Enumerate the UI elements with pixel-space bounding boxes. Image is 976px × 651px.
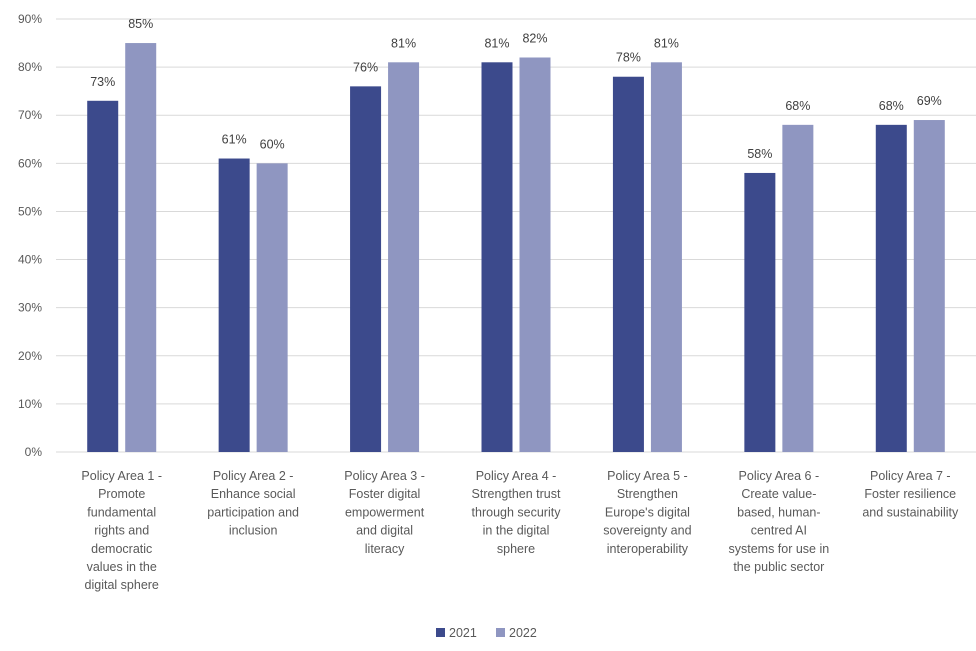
bar-2021-4 (481, 62, 513, 453)
category-label-line: Create value- (741, 487, 816, 501)
category-labels: Policy Area 1 - Promote fundamental rights … (81, 469, 959, 592)
data-label-2022-5: 81% (654, 36, 679, 50)
y-tick-label: 80% (18, 60, 42, 74)
bar-2021-6 (744, 172, 776, 452)
category-label-line: Promote (98, 487, 145, 501)
data-label-2022-2: 60% (260, 137, 285, 151)
y-tick-label: 90% (18, 12, 42, 26)
bar-2021-3 (350, 86, 382, 452)
category-label-5: Policy Area 5 - Strengthen Europe's digita… (603, 469, 691, 556)
category-label-line: empowerment (345, 505, 425, 519)
legend-label-2022: 2022 (509, 626, 537, 640)
legend-label-2021: 2021 (449, 626, 477, 640)
category-label-line: Foster digital (349, 487, 421, 501)
bars (87, 43, 945, 453)
category-label-line: Enhance social (211, 487, 296, 501)
legend-swatch-2021 (436, 628, 445, 637)
category-label-line: fundamental (87, 505, 156, 519)
legend-swatch-2022 (496, 628, 505, 637)
category-label-line: systems for use in (728, 542, 829, 556)
category-label-line: Policy Area 1 - (81, 469, 162, 483)
data-label-2022-4: 82% (522, 31, 547, 45)
category-label-line: in the digital (483, 524, 550, 538)
bar-2022-3 (388, 62, 420, 453)
category-label-line: democratic (91, 542, 152, 556)
category-label-line: sphere (497, 542, 535, 556)
category-label-line: Policy Area 7 - (870, 469, 951, 483)
bar-2022-6 (782, 124, 814, 452)
category-label-line: centred AI (751, 524, 807, 538)
category-label-3: Policy Area 3 - Foster digital empowerment… (344, 469, 425, 556)
category-label-line: Policy Area 3 - (344, 469, 425, 483)
data-label-2021-6: 58% (747, 147, 772, 161)
bar-2022-1 (125, 43, 157, 453)
category-label-line: Policy Area 5 - (607, 469, 688, 483)
gridlines (56, 18, 976, 453)
bar-2021-5 (612, 76, 644, 452)
category-label-line: Strengthen (617, 487, 678, 501)
y-tick-label: 30% (18, 301, 42, 315)
category-label-line: sovereignty and (603, 524, 691, 538)
y-tick-label: 10% (18, 397, 42, 411)
category-label-line: Foster resilience (864, 487, 956, 501)
category-label-4: Policy Area 4 - Strengthen trust through s… (472, 469, 562, 556)
y-tick-label: 70% (18, 108, 42, 122)
category-label-line: participation and (207, 505, 299, 519)
category-label-line: literacy (365, 542, 405, 556)
y-tick-label: 20% (18, 349, 42, 363)
category-label-7: Policy Area 7 - Foster resilience and sust… (862, 469, 959, 519)
bar-2021-1 (87, 100, 119, 453)
category-label-line: values in the (87, 560, 157, 574)
category-label-line: Policy Area 2 - (213, 469, 294, 483)
bar-2022-4 (519, 57, 551, 452)
y-tick-label: 50% (18, 204, 42, 218)
category-label-line: rights and (94, 524, 149, 538)
category-label-line: inclusion (229, 524, 278, 538)
category-label-line: the public sector (733, 560, 824, 574)
data-label-2021-5: 78% (616, 51, 641, 65)
data-label-2021-2: 61% (222, 133, 247, 147)
data-label-2021-7: 68% (879, 99, 904, 113)
category-label-1: Policy Area 1 - Promote fundamental rights … (81, 469, 162, 592)
category-label-2: Policy Area 2 - Enhance social participati… (207, 469, 299, 538)
category-label-line: Policy Area 6 - (739, 469, 820, 483)
data-label-2022-6: 68% (785, 99, 810, 113)
y-tick-label: 60% (18, 156, 42, 170)
category-label-line: through security (472, 505, 562, 519)
bar-2021-7 (875, 124, 907, 452)
data-label-2022-1: 85% (128, 17, 153, 31)
data-labels: 73% 85% 61% 60% 76% 81% 81% 82% 78% 81% 58% 68% 68% 6… (90, 17, 942, 161)
y-tick-label: 40% (18, 253, 42, 267)
category-label-line: and digital (356, 524, 413, 538)
data-label-2021-1: 73% (90, 75, 115, 89)
data-label-2021-4: 81% (484, 36, 509, 50)
data-label-2021-3: 76% (353, 60, 378, 74)
y-axis-ticks: 0% 10% 20% 30% 40% 50% 60% 70% 80% 90% (18, 12, 42, 459)
y-tick-label: 0% (25, 445, 43, 459)
data-label-2022-3: 81% (391, 36, 416, 50)
bar-2022-2 (256, 163, 288, 453)
category-label-line: Europe's digital (605, 505, 690, 519)
category-label-line: and sustainability (862, 505, 959, 519)
category-label-line: based, human- (737, 505, 820, 519)
data-label-2022-7: 69% (917, 94, 942, 108)
bar-2021-2 (218, 158, 250, 452)
category-label-6: Policy Area 6 - Create value-based, human… (728, 469, 829, 574)
bar-2022-5 (650, 62, 682, 453)
category-label-line: digital sphere (85, 578, 159, 592)
category-label-line: interoperability (607, 542, 689, 556)
category-label-line: Strengthen trust (472, 487, 561, 501)
legend: 2021 2022 (436, 626, 537, 640)
bar-2022-7 (913, 120, 945, 453)
category-label-line: Policy Area 4 - (476, 469, 557, 483)
